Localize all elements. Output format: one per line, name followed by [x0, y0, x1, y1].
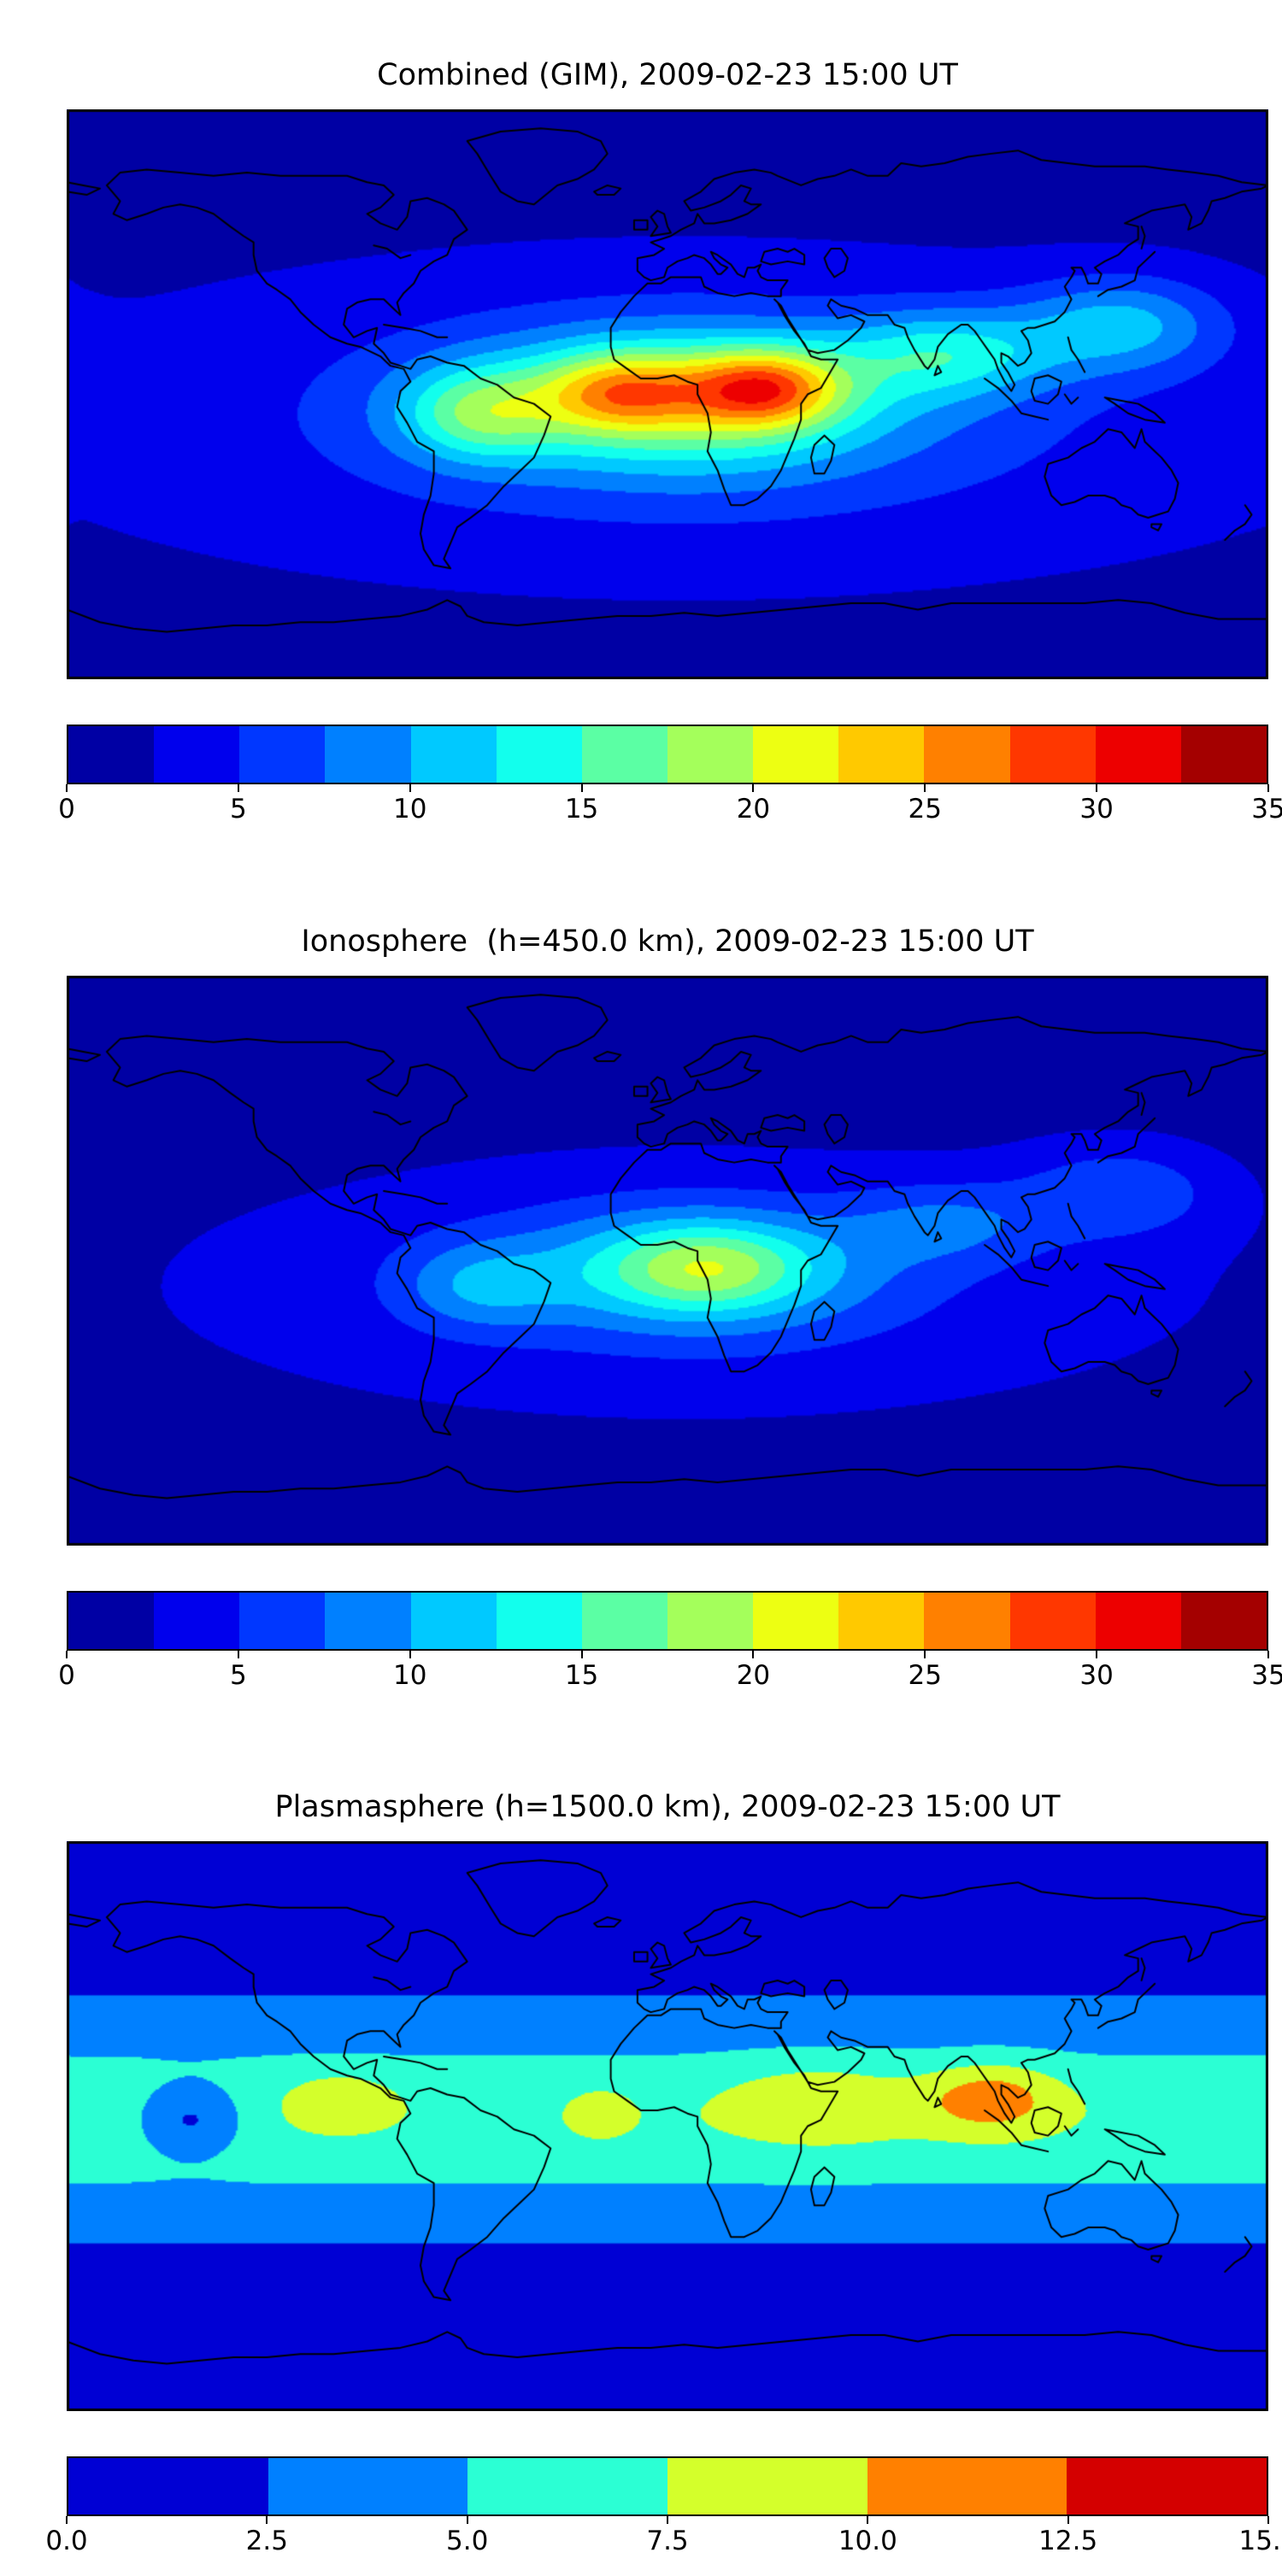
colorbar-tick-label: 15.0 [1238, 2526, 1282, 2556]
colorbar-segment [325, 1593, 411, 1649]
colorbar-segment [924, 726, 1010, 783]
panel-combined-gim: Combined (GIM), 2009-02-23 15:00 UT 0 5 10… [58, 58, 1282, 844]
colorbar-tick-mark [237, 1651, 239, 1658]
colorbar-tick-mark [924, 1651, 926, 1658]
colorbar-segment [68, 726, 155, 783]
colorbar-segment [1180, 1593, 1267, 1649]
colorbar-tick-labels: 0.0 2.5 5.0 7.5 10.0 12.5 15.0 [45, 2516, 1282, 2563]
colorbar-tick-mark [752, 1651, 755, 1658]
colorbar-tick-label: 20 [736, 794, 771, 824]
panel-title: Combined (GIM), 2009-02-23 15:00 UT [377, 58, 958, 92]
colorbar-segment [68, 1593, 155, 1649]
colorbar-tick-mark [1096, 1651, 1098, 1658]
colorbar-segment [753, 1593, 839, 1649]
panel-ionosphere: Ionosphere (h=450.0 km), 2009-02-23 15:0… [58, 924, 1282, 1710]
colorbar-tick-mark [409, 1651, 411, 1658]
colorbar-tick-mark [409, 784, 411, 792]
colorbar-tick-mark [237, 784, 239, 792]
colorbar-tick-mark [66, 1651, 68, 1658]
colorbar-segment [924, 1593, 1010, 1649]
colorbar-tick-label: 12.5 [1038, 2526, 1098, 2556]
colorbar-tick-mark [66, 784, 68, 792]
colorbar-segment [410, 726, 497, 783]
colorbar-segment [1180, 726, 1267, 783]
colorbar-tick-label: 5 [229, 1660, 247, 1691]
colorbar-segment [239, 1593, 326, 1649]
colorbar-segment [667, 726, 754, 783]
colorbar-tick-mark [1096, 784, 1098, 792]
colorbar-tick-label: 15 [564, 1660, 599, 1691]
colorbar-tick-labels: 0 5 10 15 20 25 30 35 [58, 784, 1282, 831]
colorbar-segment [1095, 1593, 1181, 1649]
colorbar-tick-mark [752, 784, 755, 792]
colorbar-tick-label: 0 [58, 794, 75, 824]
panel-plasmasphere: Plasmasphere (h=1500.0 km), 2009-02-23 1… [45, 1790, 1282, 2576]
colorbar-tick-label: 15 [564, 794, 599, 824]
colorbar-segment [268, 2458, 468, 2514]
colorbar-tick-label: 20 [736, 1660, 771, 1691]
colorbar-tick-mark [266, 2516, 268, 2524]
colorbar-segment [468, 2458, 668, 2514]
colorbar-tick-label: 2.5 [245, 2526, 288, 2556]
colorbar-tick-label: 10.0 [838, 2526, 897, 2556]
colorbar-tick-label: 5 [229, 794, 247, 824]
colorbar-tick-mark [1067, 2516, 1069, 2524]
panel-title: Plasmasphere (h=1500.0 km), 2009-02-23 1… [274, 1790, 1061, 1824]
colorbar-segment [838, 726, 925, 783]
colorbar-segment [410, 1593, 497, 1649]
colorbar-tick-mark [667, 2516, 668, 2524]
colorbar-segment [1009, 726, 1096, 783]
colorbar-segment [68, 2458, 268, 2514]
world-map-contour-canvas [67, 976, 1268, 1546]
colorbar-segment [496, 1593, 582, 1649]
colorbar-tick-label: 30 [1079, 1660, 1114, 1691]
colorbar-tick-mark [924, 784, 926, 792]
colorbar-segment [496, 726, 582, 783]
colorbar-segment [867, 2458, 1067, 2514]
colorbar [67, 1591, 1268, 1651]
colorbar-segment [1095, 726, 1181, 783]
colorbar-tick-mark [1267, 2516, 1269, 2524]
colorbar-tick-label: 25 [908, 1660, 943, 1691]
colorbar-tick-label: 10 [392, 794, 427, 824]
colorbar-segment [154, 726, 240, 783]
colorbar-tick-mark [580, 1651, 583, 1658]
colorbar-segment [154, 1593, 240, 1649]
colorbar-segment [1067, 2458, 1267, 2514]
colorbar-tick-label: 10 [392, 1660, 427, 1691]
colorbar-tick-label: 35 [1251, 1660, 1282, 1691]
world-map-contour-canvas [67, 1841, 1268, 2411]
colorbar-segment [838, 1593, 925, 1649]
colorbar [67, 725, 1268, 784]
colorbar-tick-label: 0.0 [45, 2526, 88, 2556]
colorbar-tick-label: 30 [1079, 794, 1114, 824]
panel-title: Ionosphere (h=450.0 km), 2009-02-23 15:0… [301, 924, 1034, 959]
colorbar-segment [667, 2458, 867, 2514]
colorbar-tick-mark [580, 784, 583, 792]
colorbar-segment [239, 726, 326, 783]
colorbar-segment [581, 1593, 667, 1649]
colorbar-tick-mark [66, 2516, 68, 2524]
colorbar [67, 2456, 1268, 2516]
colorbar-tick-mark [466, 2516, 468, 2524]
world-map-contour-canvas [67, 109, 1268, 679]
colorbar-segment [325, 726, 411, 783]
colorbar-tick-label: 7.5 [646, 2526, 689, 2556]
colorbar-tick-label: 25 [908, 794, 943, 824]
colorbar-segment [581, 726, 667, 783]
colorbar-tick-labels: 0 5 10 15 20 25 30 35 [58, 1651, 1282, 1698]
colorbar-segment [667, 1593, 754, 1649]
colorbar-segment [1009, 1593, 1096, 1649]
colorbar-tick-label: 0 [58, 1660, 75, 1691]
colorbar-tick-label: 35 [1251, 794, 1282, 824]
colorbar-tick-mark [1267, 1651, 1269, 1658]
colorbar-tick-mark [1267, 784, 1269, 792]
colorbar-tick-label: 5.0 [446, 2526, 489, 2556]
colorbar-tick-mark [867, 2516, 869, 2524]
colorbar-segment [753, 726, 839, 783]
